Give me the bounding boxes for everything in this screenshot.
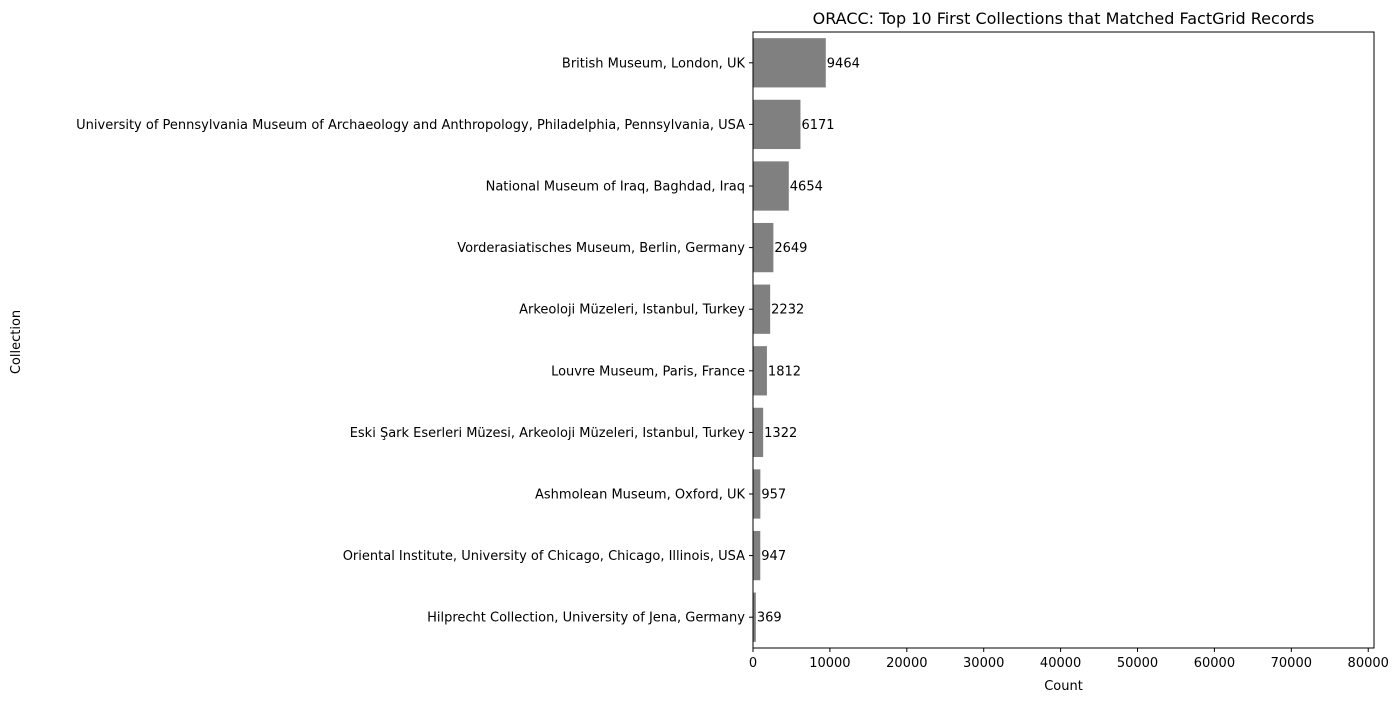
y-tick-label: British Museum, London, UK [562, 56, 746, 71]
y-tick-label: Vorderasiatisches Museum, Berlin, German… [457, 241, 745, 256]
x-tick-label: 0 [749, 656, 757, 671]
x-tick-label: 20000 [886, 656, 927, 671]
y-tick-label: Eski Şark Eserleri Müzesi, Arkeoloji Müz… [350, 426, 746, 441]
x-tick-label: 60000 [1194, 656, 1235, 671]
data-label: 2232 [771, 303, 804, 318]
plot-frame [752, 31, 1375, 649]
bar [753, 469, 761, 519]
bar [753, 346, 767, 396]
bar [753, 161, 789, 211]
y-tick-label: Ashmolean Museum, Oxford, UK [535, 488, 745, 503]
x-tick-label: 50000 [1117, 656, 1158, 671]
y-tick-label: Oriental Institute, University of Chicag… [343, 549, 745, 564]
y-axis-label: Collection [9, 310, 24, 374]
y-tick-label: University of Pennsylvania Museum of Arc… [76, 118, 745, 133]
bar [753, 222, 774, 273]
data-label: 2649 [774, 241, 807, 256]
bar [753, 592, 756, 642]
bar [753, 99, 801, 150]
x-tick-label: 80000 [1348, 656, 1389, 671]
x-axis-label: Count [1044, 679, 1083, 694]
y-tick-label: National Museum of Iraq, Baghdad, Iraq [486, 180, 745, 195]
plot-area: British Museum, London, UK 9464 University… [76, 31, 1389, 671]
data-label: 947 [761, 549, 786, 564]
bar [753, 284, 771, 334]
data-label: 1322 [764, 426, 797, 441]
x-tick-label: 10000 [809, 656, 850, 671]
chart-title: ORACC: Top 10 First Collections that Mat… [813, 9, 1315, 28]
y-tick-label: Arkeoloji Müzeleri, Istanbul, Turkey [519, 303, 745, 318]
bar [753, 38, 826, 88]
x-tick-label: 70000 [1271, 656, 1312, 671]
y-tick-label: Louvre Museum, Paris, France [551, 364, 745, 379]
data-label: 957 [761, 488, 786, 503]
bar [753, 407, 764, 458]
data-label: 9464 [827, 56, 860, 71]
x-tick-label: 40000 [1040, 656, 1081, 671]
bar [753, 530, 761, 581]
data-label: 4654 [790, 180, 823, 195]
x-tick-label: 30000 [963, 656, 1004, 671]
y-tick-label: Hilprecht Collection, University of Jena… [427, 611, 745, 626]
data-label: 1812 [768, 364, 801, 379]
data-label: 6171 [801, 118, 834, 133]
data-label: 369 [757, 611, 782, 626]
